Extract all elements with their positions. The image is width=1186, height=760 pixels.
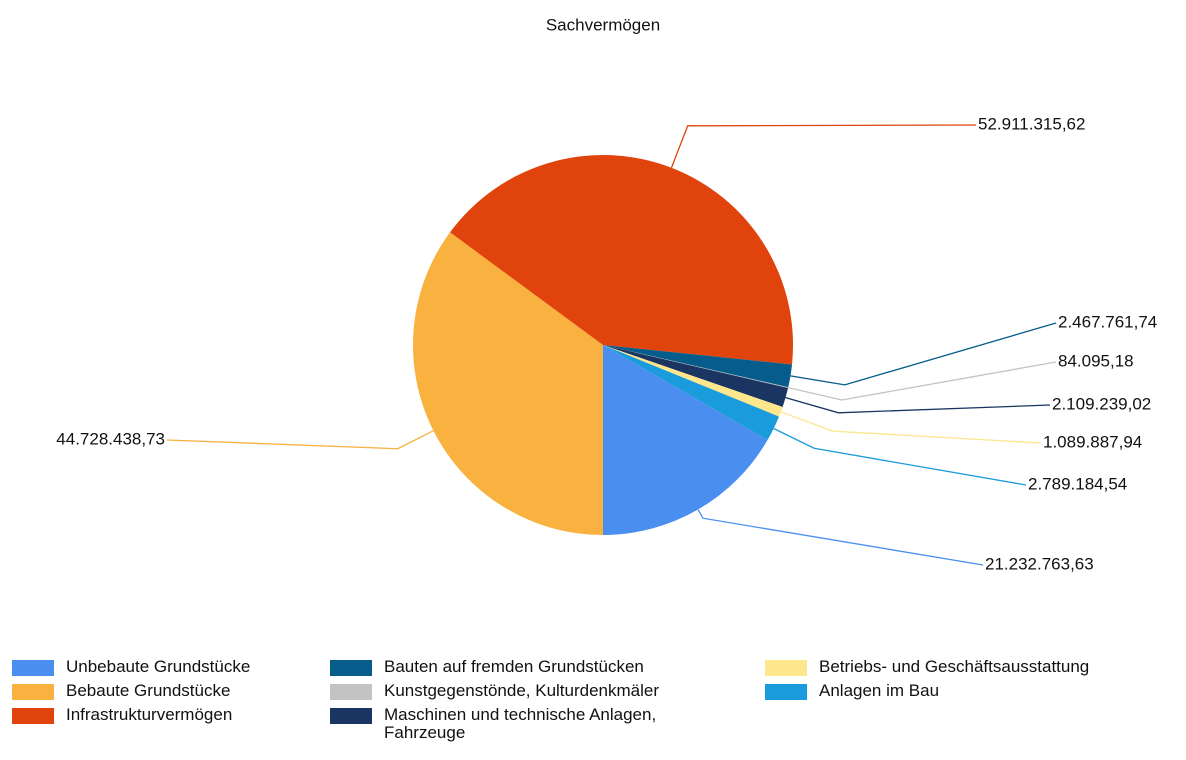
legend-item: Infrastrukturvermögen: [12, 706, 330, 730]
data-label: 2.789.184,54: [1028, 474, 1127, 493]
data-label: 2.109.239,02: [1052, 394, 1151, 413]
pie-slice: [412, 232, 603, 536]
data-label: 44.728.438,73: [56, 429, 165, 448]
chart: Sachvermögen 21.232.763,63 44.728.438,73 5…: [56, 15, 1157, 573]
legend-swatch: [330, 684, 372, 700]
data-label: 21.232.763,63: [985, 554, 1094, 573]
data-label: 84.095,18: [1058, 351, 1134, 370]
legend-item: Bebaute Grundstücke: [12, 682, 330, 706]
legend-item: Unbebaute Grundstücke: [12, 658, 330, 682]
legend-item: Anlagen im Bau: [765, 682, 1165, 706]
legend-item: Betriebs- und Geschäftsausstattung: [765, 658, 1165, 682]
leader-line: [670, 124, 977, 169]
leader-line: [790, 322, 1057, 386]
leader-line: [788, 361, 1057, 401]
legend-label: Bebaute Grundstücke: [66, 681, 231, 700]
legend-label: Kunstgegenstönde, Kulturdenkmäler: [384, 681, 660, 700]
legend-label: Maschinen und technische Anlagen, Fahrze…: [384, 705, 657, 742]
pie-slice: [603, 345, 768, 535]
leader-line: [166, 430, 434, 450]
data-label: 52.911.315,62: [978, 114, 1085, 133]
legend-label: Anlagen im Bau: [819, 681, 940, 700]
leader-line: [697, 509, 984, 566]
legend-swatch: [330, 660, 372, 676]
data-label: 1.089.887,94: [1043, 432, 1142, 451]
legend: Unbebaute Grundstücke Bebaute Grundstücke…: [12, 658, 1165, 742]
legend-label: Unbebaute Grundstücke: [66, 657, 251, 676]
legend-label: Betriebs- und Geschäftsausstattung: [819, 657, 1090, 676]
legend-swatch: [12, 708, 54, 724]
legend-swatch: [330, 708, 372, 724]
pie-slice: [603, 345, 793, 388]
pie-slice: [603, 345, 783, 417]
pie-slice: [603, 345, 789, 408]
legend-item: Maschinen und technische Anlagen, Fahrze…: [330, 706, 765, 742]
leader-line: [773, 427, 1027, 486]
pie-slice: [603, 345, 780, 441]
chart-title: Sachvermögen: [546, 15, 660, 34]
legend-swatch: [765, 660, 807, 676]
legend-label: Infrastrukturvermögen: [66, 705, 233, 724]
pie-slice: [450, 154, 794, 365]
data-label: 2.467.761,74: [1058, 312, 1157, 331]
legend-item: Kunstgegenstönde, Kulturdenkmäler: [330, 682, 765, 706]
legend-item: Bauten auf fremden Grundstücken: [330, 658, 765, 682]
legend-swatch: [12, 684, 54, 700]
leader-line: [785, 396, 1051, 414]
legend-label: Bauten auf fremden Grundstücken: [384, 657, 644, 676]
legend-swatch: [12, 660, 54, 676]
leader-line: [780, 411, 1042, 444]
pie-slice: [603, 345, 789, 389]
legend-swatch: [765, 684, 807, 700]
